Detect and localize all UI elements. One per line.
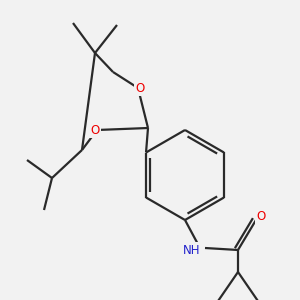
Text: O: O (90, 124, 100, 136)
Text: O: O (256, 209, 266, 223)
Text: O: O (135, 82, 145, 94)
Text: NH: NH (183, 244, 201, 256)
